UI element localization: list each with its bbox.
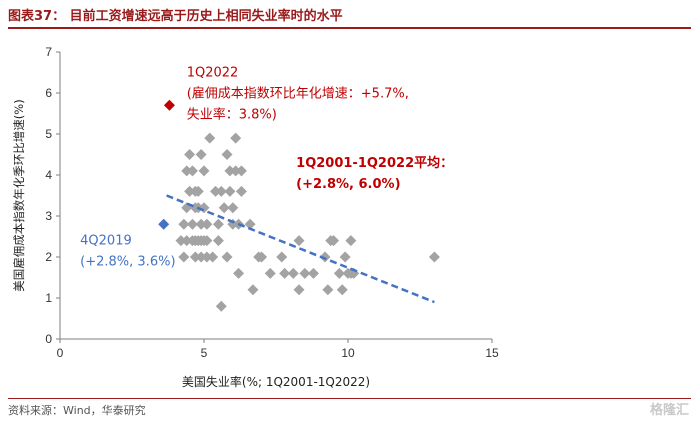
y-tick-label: 0 [45, 332, 52, 346]
data-point [224, 185, 236, 197]
chart-title: 图表37： 目前工资增速远高于历史上相同失业率时的水平 [8, 9, 343, 24]
y-tick-label: 5 [45, 127, 52, 141]
data-point [244, 218, 256, 230]
data-point [345, 235, 357, 247]
data-point [186, 165, 198, 177]
data-point [195, 149, 207, 160]
data-point [339, 251, 351, 263]
data-point [201, 235, 213, 247]
data-point [204, 132, 216, 144]
annotation-0-line: (雇佣成本指数环比年化增速：+5.7%, [187, 86, 409, 102]
data-point [279, 267, 291, 279]
data-point [235, 165, 247, 177]
x-tick-label: 15 [485, 346, 499, 360]
data-point [207, 251, 219, 263]
data-point [215, 300, 227, 312]
data-point [293, 235, 305, 247]
point-4q2019 [158, 218, 170, 230]
data-point [230, 165, 242, 177]
data-point [201, 218, 213, 230]
data-point [218, 202, 230, 214]
data-point [247, 284, 259, 296]
x-tick-label: 10 [341, 346, 355, 360]
y-tick-label: 6 [45, 86, 52, 100]
data-point [175, 235, 187, 247]
data-point [195, 251, 207, 263]
title-rule [8, 27, 691, 29]
data-point [264, 267, 276, 279]
data-point [428, 251, 440, 263]
y-tick-label: 1 [45, 291, 52, 305]
data-point [328, 235, 340, 247]
data-point [319, 251, 331, 263]
data-point [233, 267, 245, 279]
data-point [299, 267, 311, 279]
title-bar: 图表37： 目前工资增速远高于历史上相同失业率时的水平 [0, 0, 699, 29]
annotation-2-line: (+2.8%, 3.6%) [80, 255, 175, 270]
data-point [181, 235, 193, 247]
data-point [256, 251, 268, 263]
data-point [184, 149, 196, 160]
y-axis-title: 美国雇佣成本指数年化季环比增速(%) [12, 99, 26, 291]
data-point [235, 185, 247, 197]
data-point [215, 185, 227, 197]
data-point [212, 235, 224, 247]
x-axis-title: 美国失业率(%; 1Q2001-1Q2022) [182, 374, 370, 389]
data-point [178, 218, 190, 230]
y-tick-label: 4 [45, 168, 52, 182]
y-tick-label: 3 [45, 209, 52, 223]
data-point [293, 284, 305, 296]
data-point [287, 267, 299, 279]
data-point [186, 218, 198, 230]
data-point [221, 149, 233, 160]
data-point [198, 165, 210, 177]
data-point [333, 267, 345, 279]
annotation-1-line: (+2.8%, 6.0%) [296, 177, 400, 192]
annotation-1-line: 1Q2001-1Q2022平均： [296, 155, 453, 171]
data-point [307, 267, 319, 279]
y-tick-label: 2 [45, 250, 52, 264]
annotation-0-line: 失业率：3.8%) [187, 107, 277, 123]
data-point [189, 251, 201, 263]
data-point [181, 165, 193, 177]
data-point [322, 284, 334, 296]
annotation-0-line: 1Q2022 [187, 66, 239, 81]
data-point [336, 284, 348, 296]
x-tick-label: 5 [201, 346, 208, 360]
y-tick-label: 7 [45, 45, 52, 59]
trendline [166, 194, 435, 304]
data-point [201, 251, 213, 263]
data-point [178, 251, 190, 263]
data-point [210, 185, 222, 197]
x-tick-label: 0 [57, 346, 64, 360]
data-point [192, 185, 204, 197]
data-point [221, 251, 233, 263]
data-point [230, 132, 242, 144]
data-point [224, 165, 236, 177]
annotation-2-line: 4Q2019 [80, 234, 132, 249]
watermark-logo: 格隆汇 [649, 403, 689, 418]
point-1q2022 [163, 99, 175, 111]
data-point [195, 218, 207, 230]
source-rule [8, 398, 691, 399]
data-point [227, 202, 239, 214]
data-point [184, 185, 196, 197]
data-point [212, 218, 224, 230]
data-point [276, 251, 288, 263]
source-note: 资料来源：Wind，华泰研究 [8, 404, 146, 417]
